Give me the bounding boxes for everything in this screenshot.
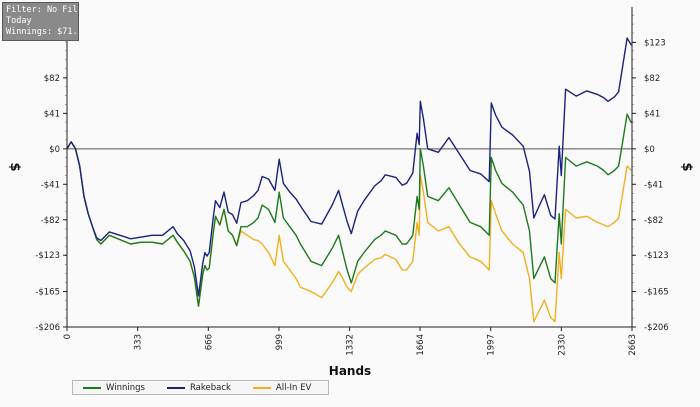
x-tick-label: 333 bbox=[134, 334, 144, 350]
y-tick-label-right: -$165 bbox=[644, 288, 669, 298]
y-tick-label-right: -$82 bbox=[644, 216, 663, 226]
x-tick-label: 1997 bbox=[487, 334, 497, 356]
y-tick-label-right: $41 bbox=[644, 109, 660, 119]
y-tick-label-left: -$123 bbox=[35, 251, 60, 261]
winnings-label: Winnings: $71.87 bbox=[6, 27, 78, 37]
y-tick-label-left: -$41 bbox=[41, 180, 60, 190]
y-axis-title-right: $ bbox=[679, 162, 694, 171]
x-tick-label: 2663 bbox=[628, 334, 638, 356]
y-tick-label-right: $123 bbox=[644, 38, 666, 48]
y-tick-label-left: $41 bbox=[44, 109, 60, 119]
y-tick-label-left: $0 bbox=[49, 145, 60, 155]
x-tick-label: 999 bbox=[275, 334, 285, 350]
legend-label-allin-ev: All-In EV bbox=[275, 382, 312, 393]
y-tick-label-right: -$41 bbox=[644, 180, 663, 190]
series-lines bbox=[66, 37, 633, 323]
x-tick-label: 0 bbox=[63, 334, 73, 339]
legend-label-rakeback: Rakeback bbox=[189, 382, 231, 393]
x-axis-ticks: 0 333 666 999 1332 1664 1997 2330 2663 bbox=[63, 327, 638, 356]
series-line-winnings bbox=[66, 113, 633, 307]
period-label: Today bbox=[6, 16, 32, 26]
x-tick-label: 666 bbox=[204, 334, 214, 350]
y-axis-left-ticks: -$206 -$165 -$123 -$82 -$41 $0 $41 $82 bbox=[35, 14, 67, 333]
legend-swatch-winnings bbox=[83, 386, 101, 389]
filter-info-box: Filter: No Filter Today Winnings: $71.87 bbox=[2, 2, 79, 41]
y-tick-label-left: -$82 bbox=[41, 216, 60, 226]
y-axis-right-ticks: -$206 -$165 -$123 -$82 -$41 $0 $41 $82 $123 bbox=[632, 14, 669, 333]
plot-area bbox=[67, 7, 632, 327]
y-tick-label-left: -$206 bbox=[35, 323, 60, 333]
legend-item-rakeback: Rakeback bbox=[166, 382, 231, 393]
y-axis-title-left: $ bbox=[7, 162, 22, 171]
y-tick-label-left: -$165 bbox=[35, 288, 60, 298]
y-tick-label-right: -$123 bbox=[644, 251, 669, 261]
y-tick-label-right: -$206 bbox=[644, 323, 669, 333]
legend-item-allin-ev: All-In EV bbox=[252, 382, 312, 393]
series-line-rakeback bbox=[66, 37, 632, 297]
legend-swatch-allin-ev bbox=[252, 386, 271, 389]
chart-legend: Winnings Rakeback All-In EV bbox=[72, 380, 329, 395]
x-axis-title: Hands bbox=[329, 364, 371, 378]
legend-label-winnings: Winnings bbox=[106, 382, 145, 393]
x-tick-label: 1664 bbox=[416, 334, 426, 356]
y-tick-label-right: $0 bbox=[644, 145, 655, 155]
y-tick-label-left: $82 bbox=[44, 74, 60, 84]
y-tick-label-right: $82 bbox=[644, 74, 660, 84]
legend-swatch-rakeback bbox=[166, 386, 185, 389]
x-tick-label: 1332 bbox=[346, 334, 356, 356]
x-tick-label: 2330 bbox=[557, 334, 567, 356]
legend-item-winnings: Winnings bbox=[83, 383, 145, 393]
filter-label: Filter: No Filter bbox=[6, 5, 78, 15]
